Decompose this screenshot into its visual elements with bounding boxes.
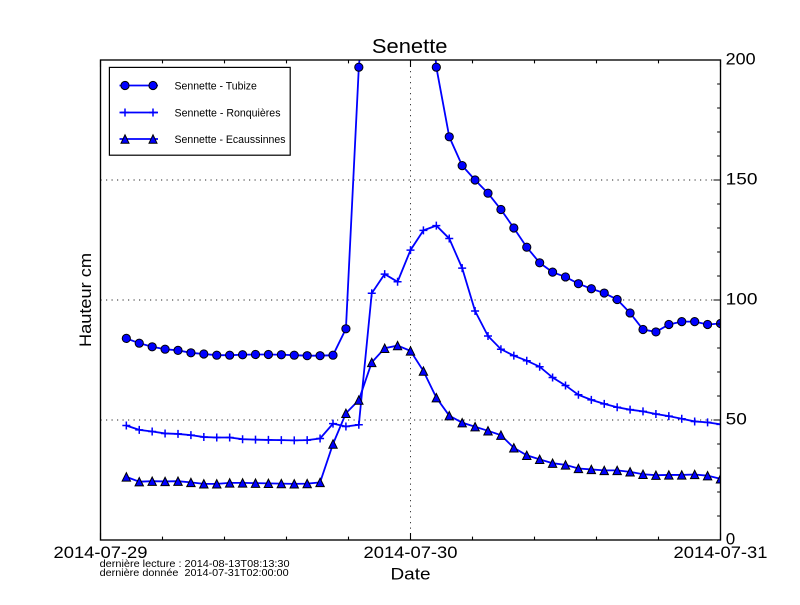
svg-text:0: 0 <box>726 529 735 548</box>
svg-text:Sennette - Ecaussinnes: Sennette - Ecaussinnes <box>175 134 286 146</box>
svg-text:Senette: Senette <box>372 35 448 58</box>
svg-text:50: 50 <box>726 409 747 428</box>
svg-text:Sennette - Tubize: Sennette - Tubize <box>175 81 257 93</box>
svg-text:2014-07-29: 2014-07-29 <box>54 543 148 562</box>
svg-text:150: 150 <box>726 169 758 188</box>
svg-text:200: 200 <box>726 49 756 68</box>
svg-text:Date: Date <box>391 564 431 583</box>
svg-text:Sennette - Ronquières: Sennette - Ronquières <box>175 108 281 120</box>
svg-text:dernière lecture : 2014-08-13T: dernière lecture : 2014-08-13T08:13:30 <box>100 559 290 570</box>
svg-text:2014-07-31: 2014-07-31 <box>674 543 768 562</box>
svg-text:2014-07-30: 2014-07-30 <box>364 543 458 562</box>
svg-text:dernière donnée 2014-07-31T02: dernière donnée 2014-07-31T02:00:00 <box>100 568 289 579</box>
svg-text:100: 100 <box>726 289 758 308</box>
svg-text:Hauteur cm: Hauteur cm <box>76 253 95 347</box>
